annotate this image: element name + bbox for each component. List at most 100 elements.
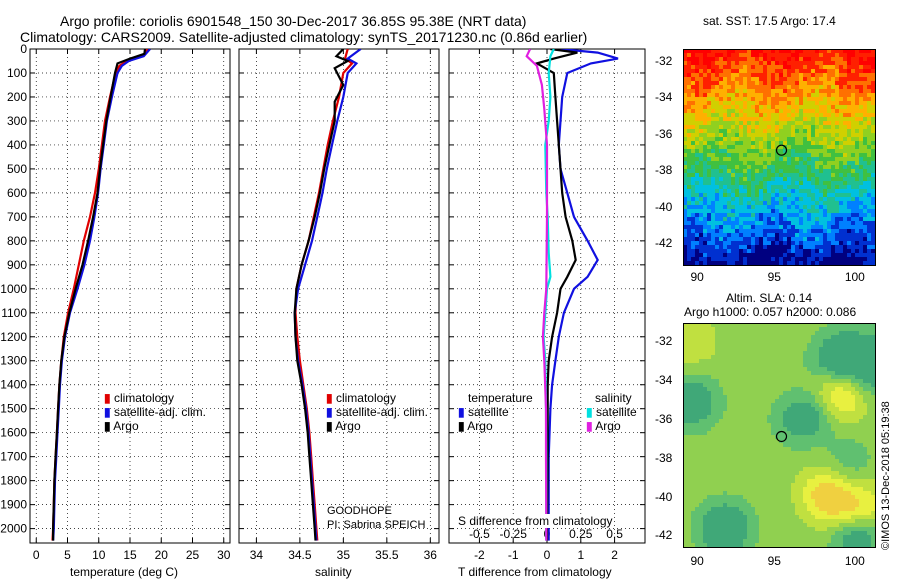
- sst-cell: [811, 73, 815, 77]
- sla-cell: [683, 335, 687, 339]
- sla-cell: [843, 359, 847, 363]
- sla-cell: [747, 455, 751, 459]
- sla-cell: [863, 467, 867, 471]
- sla-cell: [863, 375, 867, 379]
- sst-cell: [687, 233, 691, 237]
- sst-cell: [779, 257, 783, 261]
- sla-cell: [843, 399, 847, 403]
- sst-cell: [835, 129, 839, 133]
- sst-cell: [739, 205, 743, 209]
- sla-cell: [807, 339, 811, 343]
- sst-cell: [687, 149, 691, 153]
- sla-cell: [803, 391, 807, 395]
- sst-cell: [787, 209, 791, 213]
- sla-cell: [707, 335, 711, 339]
- sla-cell: [767, 383, 771, 387]
- sst-cell: [867, 73, 871, 77]
- sst-cell: [827, 205, 831, 209]
- pi-label: PI: Sabrina SPEICH: [327, 519, 426, 531]
- sst-cell: [683, 225, 687, 229]
- sst-cell: [683, 57, 687, 61]
- sst-cell: [783, 157, 787, 161]
- sla-cell: [767, 379, 771, 383]
- sla-cell: [699, 395, 703, 399]
- sla-cell: [695, 327, 699, 331]
- sst-cell: [743, 93, 747, 97]
- sst-cell: [755, 241, 759, 245]
- sst-cell: [731, 145, 735, 149]
- sst-cell: [863, 125, 867, 129]
- sst-cell: [735, 121, 739, 125]
- sla-cell: [739, 375, 743, 379]
- sla-cell: [803, 371, 807, 375]
- sst-cell: [779, 81, 783, 85]
- y-tick-label: 2000: [0, 522, 27, 536]
- sst-cell: [871, 177, 875, 181]
- sla-cell: [779, 331, 783, 335]
- sst-cell: [871, 149, 875, 153]
- sst-cell: [751, 77, 755, 81]
- sst-cell: [835, 177, 839, 181]
- sla-cell: [871, 331, 875, 335]
- sst-cell: [859, 189, 863, 193]
- sst-cell: [707, 149, 711, 153]
- sst-cell: [699, 245, 703, 249]
- sla-cell: [763, 455, 767, 459]
- sst-cell: [787, 165, 791, 169]
- sst-cell: [835, 217, 839, 221]
- sla-cell: [759, 423, 763, 427]
- sla-cell: [695, 395, 699, 399]
- sst-cell: [819, 57, 823, 61]
- sla-cell: [771, 471, 775, 475]
- sla-cell: [783, 391, 787, 395]
- sla-cell: [819, 395, 823, 399]
- sst-cell: [867, 57, 871, 61]
- sst-cell: [803, 65, 807, 69]
- sla-cell: [791, 371, 795, 375]
- sla-cell: [683, 455, 687, 459]
- sla-cell: [839, 451, 843, 455]
- sla-cell: [687, 339, 691, 343]
- sst-cell: [855, 105, 859, 109]
- sst-cell: [703, 93, 707, 97]
- sla-cell: [699, 335, 703, 339]
- sst-cell: [803, 185, 807, 189]
- sla-cell: [727, 447, 731, 451]
- sla-cell: [811, 403, 815, 407]
- sst-cell: [807, 241, 811, 245]
- sst-cell: [827, 209, 831, 213]
- sst-cell: [815, 181, 819, 185]
- sst-cell: [835, 93, 839, 97]
- sla-cell: [839, 475, 843, 479]
- sla-cell: [867, 395, 871, 399]
- sla-cell: [747, 475, 751, 479]
- sla-cell: [843, 391, 847, 395]
- sst-cell: [859, 249, 863, 253]
- sst-cell: [791, 225, 795, 229]
- sst-cell: [863, 173, 867, 177]
- sst-cell: [791, 213, 795, 217]
- sst-cell: [823, 217, 827, 221]
- sst-cell: [819, 233, 823, 237]
- sla-cell: [827, 367, 831, 371]
- sla-cell: [851, 351, 855, 355]
- sla-cell: [771, 379, 775, 383]
- sst-cell: [871, 225, 875, 229]
- sst-cell: [711, 181, 715, 185]
- sst-cell: [867, 49, 871, 53]
- sst-cell: [799, 197, 803, 201]
- sla-cell: [715, 335, 719, 339]
- sla-cell: [847, 471, 851, 475]
- sla-cell: [739, 455, 743, 459]
- sst-cell: [759, 89, 763, 93]
- sst-cell: [727, 65, 731, 69]
- sla-cell: [839, 427, 843, 431]
- sst-cell: [703, 189, 707, 193]
- sla-cell: [683, 403, 687, 407]
- sla-cell: [763, 471, 767, 475]
- sla-cell: [719, 463, 723, 467]
- sst-cell: [707, 249, 711, 253]
- sst-cell: [843, 145, 847, 149]
- sst-cell: [755, 117, 759, 121]
- sst-cell: [823, 65, 827, 69]
